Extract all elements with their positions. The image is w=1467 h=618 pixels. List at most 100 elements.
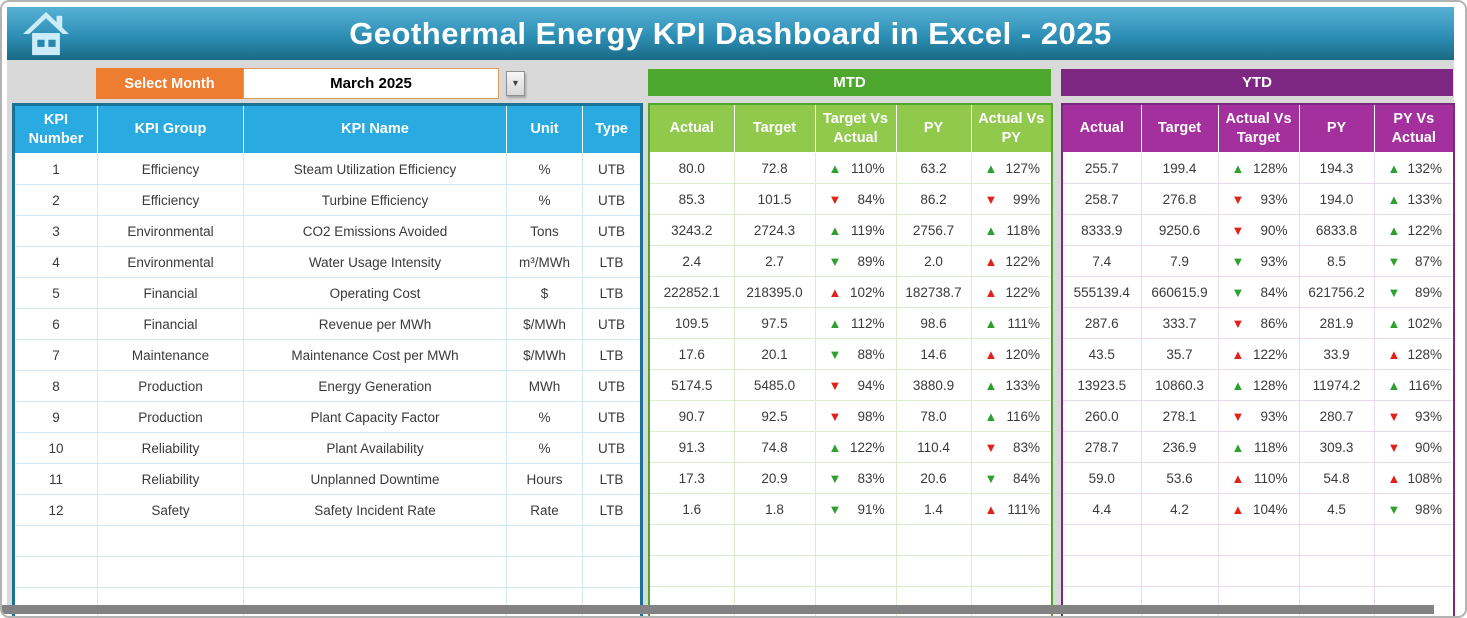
trend-down-icon: ▼ <box>828 408 842 424</box>
percent-value: 104% <box>1252 501 1288 517</box>
ytd-py-cell: 309.3 <box>1298 431 1375 463</box>
bottom-bar <box>2 605 1434 614</box>
empty-cell <box>13 525 98 557</box>
ytd-target-cell: 7.9 <box>1140 245 1219 277</box>
unit-cell: $/MWh <box>506 339 583 371</box>
percent-value: 116% <box>1408 377 1442 393</box>
type-cell: LTB <box>582 463 642 495</box>
empty-cell <box>895 555 972 587</box>
trend-up-icon: ▲ <box>984 222 998 238</box>
col-header-mtd-actual-vs-py: Actual Vs PY <box>970 103 1053 153</box>
trend-up-icon: ▲ <box>984 346 998 362</box>
percent-value: 86% <box>1260 315 1288 331</box>
ytd-target-cell: 9250.6 <box>1140 214 1219 246</box>
kpi-group-cell: Financial <box>97 277 244 309</box>
table-row: 13923.5 10860.3 ▲ 128% 11974.2 ▲ 116% <box>1061 369 1455 401</box>
kpi-group-cell: Reliability <box>97 432 244 464</box>
kpi-name-cell: Safety Incident Rate <box>243 494 507 526</box>
unit-cell: m³/MWh <box>506 246 583 278</box>
percent-value: 88% <box>857 346 885 362</box>
mtd-py-cell: 20.6 <box>895 462 972 494</box>
kpi-number-cell: 11 <box>13 463 98 495</box>
trend-down-icon: ▼ <box>828 191 842 207</box>
trend-down-icon: ▼ <box>1231 408 1245 424</box>
ytd-actual-vs-target-cell: ▲ 118% <box>1217 431 1300 463</box>
empty-cell <box>243 556 507 588</box>
ytd-actual-vs-target-cell: ▲ 104% <box>1217 493 1300 525</box>
trend-up-icon: ▲ <box>1387 222 1401 238</box>
empty-cell <box>970 555 1053 587</box>
table-row: 5 Financial Operating Cost $ LTB <box>13 277 642 309</box>
type-cell: UTB <box>582 184 642 216</box>
mtd-header-row: Actual Target Target Vs Actual PY Actual… <box>648 103 1053 153</box>
table-row: 278.7 236.9 ▲ 118% 309.3 ▼ 90% <box>1061 431 1455 463</box>
ytd-py-cell: 194.3 <box>1298 152 1375 184</box>
mtd-target-cell: 5485.0 <box>733 369 816 401</box>
trend-up-icon: ▲ <box>1231 377 1245 393</box>
table-row <box>13 556 642 588</box>
table-row: 43.5 35.7 ▲ 122% 33.9 ▲ 128% <box>1061 338 1455 370</box>
percent-value: 99% <box>1012 191 1040 207</box>
ytd-actual-cell: 43.5 <box>1061 338 1142 370</box>
ytd-target-cell: 199.4 <box>1140 152 1219 184</box>
percent-value: 122% <box>849 439 885 455</box>
mtd-actual-vs-py-cell: ▲ 122% <box>970 276 1053 308</box>
percent-value: 120% <box>1005 346 1040 362</box>
trend-up-icon: ▲ <box>1231 470 1245 486</box>
table-row: 555139.4 660615.9 ▼ 84% 621756.2 ▼ 89% <box>1061 276 1455 308</box>
home-icon[interactable] <box>22 11 70 57</box>
ytd-actual-vs-target-cell: ▼ 90% <box>1217 214 1300 246</box>
percent-value: 122% <box>1005 253 1040 269</box>
trend-up-icon: ▲ <box>1231 439 1245 455</box>
mtd-py-cell: 3880.9 <box>895 369 972 401</box>
type-cell: LTB <box>582 339 642 371</box>
percent-value: 133% <box>1407 191 1442 207</box>
ytd-body: 255.7 199.4 ▲ 128% 194.3 ▲ 132% 258.7 276.8 ▼ 93% 1… <box>1061 152 1455 616</box>
percent-value: 93% <box>1414 408 1442 424</box>
trend-up-icon: ▲ <box>828 439 842 455</box>
empty-cell <box>1373 524 1455 556</box>
percent-value: 98% <box>857 408 885 424</box>
ytd-actual-cell: 7.4 <box>1061 245 1142 277</box>
month-dropdown-button[interactable]: ▼ <box>506 71 525 96</box>
percent-value: 93% <box>1260 408 1288 424</box>
mtd-actual-vs-py-cell: ▲ 111% <box>970 307 1053 339</box>
col-header-mtd-target-vs-actual: Target Vs Actual <box>814 103 897 153</box>
month-select-value[interactable]: March 2025 <box>243 68 499 99</box>
empty-cell <box>1298 555 1375 587</box>
trend-up-icon: ▲ <box>984 160 998 176</box>
percent-value: 122% <box>1005 284 1040 300</box>
table-row: 222852.1 218395.0 ▲ 102% 182738.7 ▲ 122% <box>648 276 1053 308</box>
table-row: 3 Environmental CO2 Emissions Avoided Tons U… <box>13 215 642 247</box>
kpi-group-cell: Maintenance <box>97 339 244 371</box>
kpi-group-cell: Safety <box>97 494 244 526</box>
trend-up-icon: ▲ <box>1231 160 1245 176</box>
kpi-name-cell: Maintenance Cost per MWh <box>243 339 507 371</box>
mtd-target-vs-actual-cell: ▼ 91% <box>814 493 897 525</box>
type-cell: LTB <box>582 277 642 309</box>
table-row: 7 Maintenance Maintenance Cost per MWh $/MW… <box>13 339 642 371</box>
ytd-actual-cell: 555139.4 <box>1061 276 1142 308</box>
empty-cell <box>1298 524 1375 556</box>
empty-cell <box>1061 524 1142 556</box>
type-cell: UTB <box>582 153 642 185</box>
trend-down-icon: ▼ <box>984 191 998 207</box>
percent-value: 110% <box>1253 470 1288 486</box>
empty-cell <box>243 525 507 557</box>
kpi-number-cell: 4 <box>13 246 98 278</box>
mtd-target-cell: 2724.3 <box>733 214 816 246</box>
kpi-info-body: 1 Efficiency Steam Utilization Efficiency%… <box>13 153 642 616</box>
trend-down-icon: ▼ <box>1231 284 1245 300</box>
type-cell: UTB <box>582 401 642 433</box>
col-header-kpi-number: KPI Number <box>13 104 98 154</box>
ytd-py-cell: 280.7 <box>1298 400 1375 432</box>
mtd-py-cell: 110.4 <box>895 431 972 463</box>
percent-value: 118% <box>1253 439 1288 455</box>
empty-cell <box>506 525 583 557</box>
kpi-group-cell: Financial <box>97 308 244 340</box>
ytd-actual-cell: 287.6 <box>1061 307 1142 339</box>
ytd-target-cell: 333.7 <box>1140 307 1219 339</box>
ytd-py-vs-actual-cell: ▲ 132% <box>1373 152 1455 184</box>
table-row <box>1061 524 1455 556</box>
kpi-number-cell: 7 <box>13 339 98 371</box>
